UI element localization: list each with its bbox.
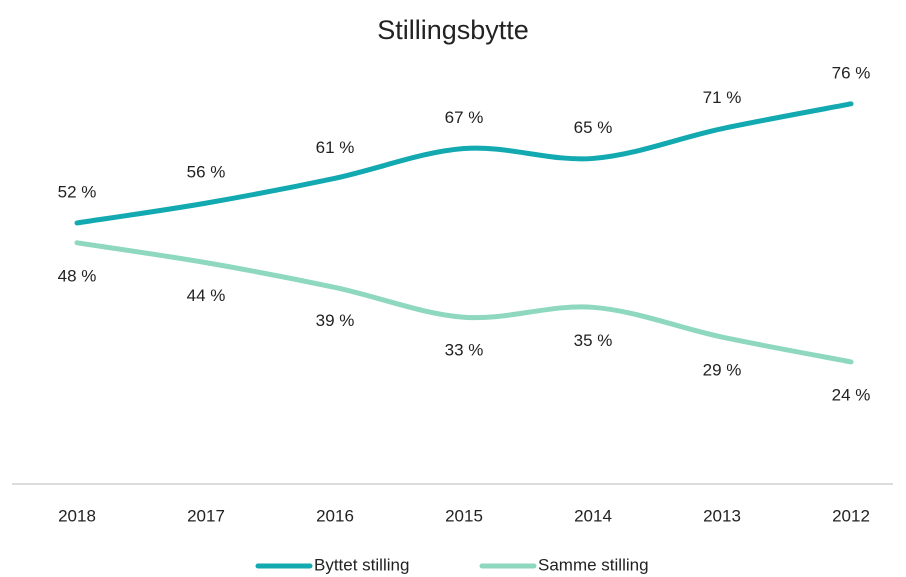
- x-tick-label: 2014: [574, 506, 612, 525]
- x-tick-label: 2012: [832, 506, 870, 525]
- data-label: 35 %: [574, 331, 613, 350]
- line: [74, 240, 854, 365]
- data-label: 76 %: [832, 63, 871, 82]
- chart-title: Stillingsbytte: [377, 15, 529, 45]
- data-label: 44 %: [187, 286, 226, 305]
- data-label: 65 %: [574, 118, 613, 137]
- x-tick-label: 2016: [316, 506, 354, 525]
- data-label: 71 %: [703, 88, 742, 107]
- line: [74, 101, 854, 226]
- data-label: 24 %: [832, 385, 871, 404]
- x-tick-label: 2017: [187, 506, 225, 525]
- data-label: 29 %: [703, 361, 742, 380]
- x-tick-label: 2013: [703, 506, 741, 525]
- data-label: 61 %: [316, 138, 355, 157]
- data-label: 52 %: [58, 182, 97, 201]
- data-label: 39 %: [316, 311, 355, 330]
- legend-label: Byttet stilling: [314, 555, 409, 574]
- x-tick-label: 2018: [58, 506, 96, 525]
- data-label: 33 %: [445, 341, 484, 360]
- data-label: 48 %: [58, 266, 97, 285]
- legend-label: Samme stilling: [538, 555, 649, 574]
- x-tick-label: 2015: [445, 506, 483, 525]
- data-label: 67 %: [445, 108, 484, 127]
- data-label: 56 %: [187, 163, 226, 182]
